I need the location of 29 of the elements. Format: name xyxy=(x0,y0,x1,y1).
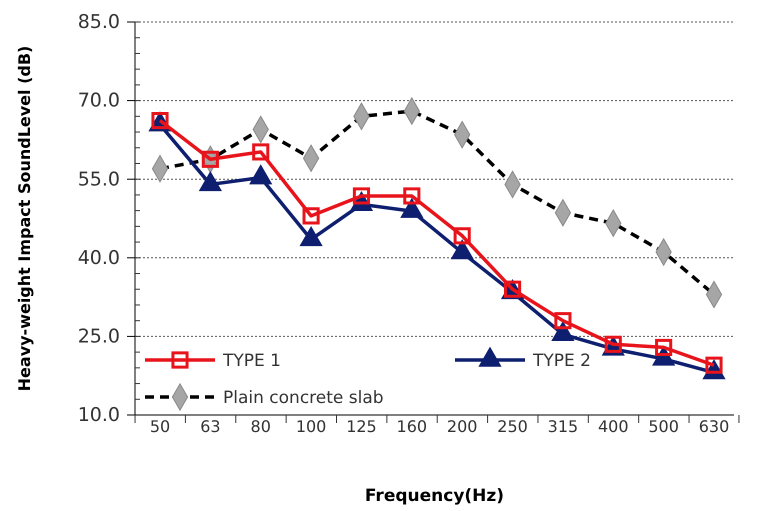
point xyxy=(454,227,471,244)
x-tick-label: 160 xyxy=(396,417,428,436)
x-tick-label: 500 xyxy=(648,417,679,436)
y-tick-label: 85.0 xyxy=(78,11,120,34)
x-tick-label: 125 xyxy=(346,417,377,436)
point xyxy=(202,150,219,168)
x-tick-label: 100 xyxy=(296,417,326,436)
point xyxy=(403,187,420,205)
y-axis-title: Heavy-weight Impact SoundLevel (dB) xyxy=(15,46,34,392)
x-tick-label: 63 xyxy=(200,417,221,436)
x-tick-label: 50 xyxy=(150,417,170,436)
point xyxy=(252,143,270,161)
y-tick-label: 55.0 xyxy=(78,168,120,190)
legend-label: TYPE 2 xyxy=(532,351,591,371)
y-tick-label: 10.0 xyxy=(78,404,120,426)
legend-label: TYPE 1 xyxy=(222,351,281,371)
point xyxy=(554,312,572,330)
x-tick-label: 400 xyxy=(598,417,629,436)
x-tick-label: 630 xyxy=(698,417,730,436)
x-tick-label: 250 xyxy=(497,417,528,436)
x-tick-label: 315 xyxy=(548,417,578,436)
x-tick-label: 80 xyxy=(250,417,271,436)
legend-label: Plain concrete slab xyxy=(223,388,384,408)
y-tick-label: 40.0 xyxy=(78,246,120,269)
y-tick-label: 25.0 xyxy=(78,325,120,348)
y-tick-label: 70.0 xyxy=(78,90,120,112)
x-tick-label: 200 xyxy=(446,417,478,436)
point xyxy=(302,207,320,224)
x-axis-title: Frequency(Hz) xyxy=(364,486,504,506)
